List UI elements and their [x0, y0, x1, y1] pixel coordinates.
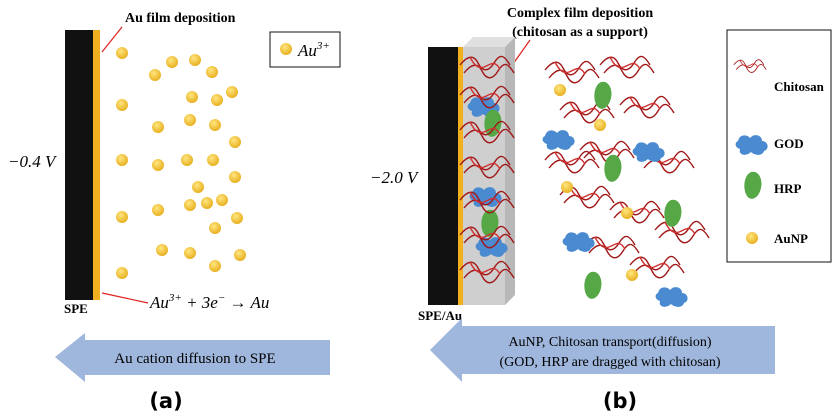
electrode	[428, 47, 458, 305]
ions	[116, 47, 246, 279]
film	[463, 47, 505, 305]
arrow-text: (GOD, HRP are dragged with chitosan)	[499, 355, 720, 370]
label: Au film deposition	[125, 11, 236, 26]
legend-label: Chitosan	[774, 79, 825, 94]
pointer	[513, 40, 530, 64]
electrode-label: SPE	[64, 301, 88, 316]
pointer	[102, 293, 148, 303]
label: Complex film deposition	[507, 6, 653, 21]
electrode	[65, 30, 93, 300]
legend-label: HRP	[774, 181, 802, 196]
figure: Au film deposition Au3+ −0.4 V SPE Au3+ …	[0, 0, 832, 414]
arrow-text: AuNP, Chitosan transport(diffusion)	[508, 335, 711, 350]
legend-label: AuNP	[774, 231, 808, 246]
diffusion-arrow	[430, 318, 775, 382]
caption: (b)	[603, 389, 637, 413]
arrow-text: Au cation diffusion to SPE	[114, 351, 275, 367]
legend-icon	[280, 43, 292, 55]
voltage: −0.4 V	[8, 152, 58, 171]
legend-label: GOD	[774, 136, 804, 151]
caption: (a)	[149, 389, 182, 413]
label: (chitosan as a support)	[512, 25, 648, 40]
solution	[543, 56, 709, 306]
gold-strip	[93, 30, 100, 300]
voltage: −2.0 V	[370, 168, 420, 187]
gold-strip	[458, 47, 463, 305]
electrode-label: SPE/Au	[418, 308, 462, 323]
legend-icon	[746, 232, 758, 244]
equation: Au3+ + 3e− → Au	[149, 292, 269, 312]
